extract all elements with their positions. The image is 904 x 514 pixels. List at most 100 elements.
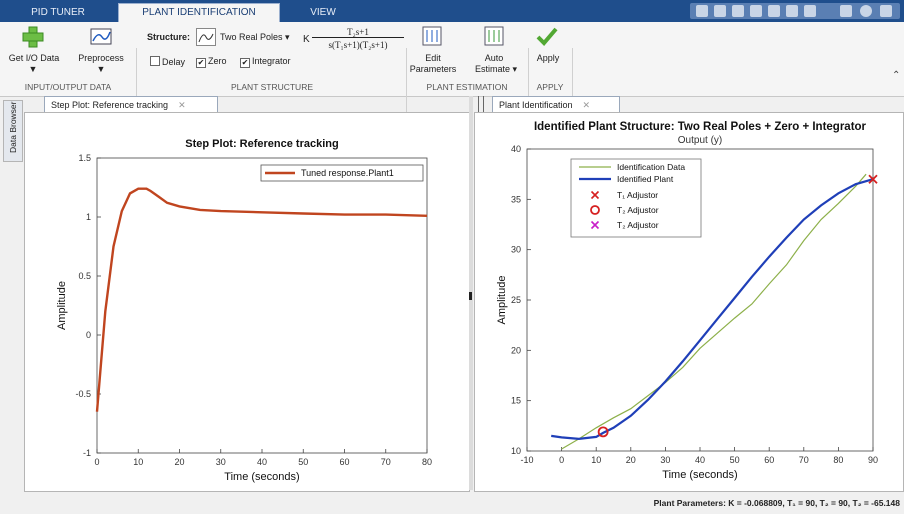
structure-value: Two Real Poles (220, 32, 283, 42)
checkmark-icon (536, 27, 558, 46)
close-icon[interactable]: ✕ (582, 100, 591, 110)
integrator-label: Integrator (252, 56, 291, 66)
paste-icon[interactable] (750, 5, 762, 17)
quick-access-toolbar (690, 3, 900, 19)
x-tick-label: 70 (381, 457, 391, 467)
structure-label: Structure: (147, 32, 191, 42)
legend-label: T₁ Adjustor (617, 190, 658, 200)
x-tick-label: 0 (559, 455, 564, 465)
ribbon-tab-bar: PID TUNER PLANT IDENTIFICATION VIEW (0, 0, 904, 23)
undo-icon[interactable] (768, 5, 780, 17)
marker-x (868, 174, 878, 184)
toolstrip: Get I/O Data ▼ Preprocess ▼ Structure: T… (0, 22, 904, 114)
x-tick-label: 30 (216, 457, 226, 467)
splitter-handle[interactable] (469, 292, 472, 300)
tab-plant-identification[interactable]: PLANT IDENTIFICATION (118, 3, 280, 23)
legend-label: T₂ Adjustor (617, 220, 659, 230)
tab-view[interactable]: VIEW (310, 7, 336, 18)
x-tick-label: 10 (133, 457, 143, 467)
get-io-data-label[interactable]: Get I/O Data (8, 53, 60, 63)
x-tick-label: 50 (298, 457, 308, 467)
y-tick-label: 1.5 (78, 153, 91, 163)
checkbox-icon (150, 56, 160, 66)
data-browser-tab[interactable]: Data Browser (3, 100, 23, 162)
x-tick-label: 40 (257, 457, 267, 467)
series-line-tuned-response-plant1 (95, 187, 428, 412)
plant-parameters-text: Plant Parameters: K = -0.068809, T₁ = 90… (653, 498, 900, 508)
check-icon: ✔ (240, 58, 250, 68)
plot-area (96, 157, 428, 454)
y-tick-label: -0.5 (75, 389, 91, 399)
x-tick-label: 60 (764, 455, 774, 465)
auto-estimate-icon (484, 26, 504, 46)
legend-marker-x (590, 190, 600, 200)
zero-label: Zero (208, 56, 227, 66)
chevron-down-icon[interactable]: ▼ (96, 64, 106, 74)
tf-gain: K (303, 34, 310, 45)
redo-icon[interactable] (786, 5, 798, 17)
doc-tab-plant-identification[interactable]: Plant Identification ✕ (492, 96, 620, 113)
close-icon[interactable]: ✕ (178, 100, 186, 110)
apply-label[interactable]: Apply (536, 53, 560, 63)
dropdown-icon[interactable] (880, 5, 892, 17)
tab-pid-tuner[interactable]: PID TUNER (31, 7, 85, 18)
x-tick-label: 60 (339, 457, 349, 467)
get-io-data-button[interactable] (22, 26, 44, 51)
switch-windows-icon[interactable] (804, 5, 816, 17)
edit-parameters-label-2[interactable]: Parameters (409, 64, 457, 74)
integrator-checkbox[interactable]: ✔ Integrator (240, 56, 291, 68)
preprocess-icon (90, 28, 112, 45)
x-tick-label: 0 (94, 457, 99, 467)
structure-dropdown[interactable]: Two Real Poles ▾ (220, 32, 290, 43)
chart-title: Identified Plant Structure: Two Real Pol… (534, 121, 867, 133)
marker-circle (597, 426, 609, 438)
cut-icon[interactable] (714, 5, 726, 17)
y-tick-label: 20 (511, 345, 521, 355)
tab-group-icon (478, 96, 484, 112)
section-input-output-data: INPUT/OUTPUT DATA (24, 82, 112, 92)
plant-identification-chart: Identified Plant Structure: Two Real Pol… (496, 121, 878, 481)
legend-marker-circle (590, 205, 600, 215)
section-plant-estimation: PLANT ESTIMATION (426, 82, 508, 92)
delay-checkbox[interactable]: Delay (150, 56, 185, 67)
series-line-identification-data (561, 173, 867, 450)
chevron-down-icon: ▾ (282, 32, 290, 42)
y-axis-label: Amplitude (496, 276, 508, 325)
copy-icon[interactable] (732, 5, 744, 17)
y-tick-label: -1 (83, 448, 91, 458)
edit-parameters-button[interactable] (422, 26, 442, 49)
y-tick-label: 10 (511, 446, 521, 456)
apply-button[interactable] (536, 26, 558, 49)
auto-estimate-dropdown[interactable]: Estimate ▾ (468, 64, 524, 75)
chart-title: Step Plot: Reference tracking (185, 138, 338, 150)
zero-checkbox[interactable]: ✔ Zero (196, 56, 227, 68)
data-browser-label: Data Browser (8, 101, 18, 154)
structure-icon[interactable] (196, 28, 216, 46)
collapse-toolstrip-icon[interactable]: ⌃ (892, 70, 901, 81)
separator (572, 48, 573, 114)
auto-estimate-label[interactable]: Auto (484, 53, 504, 63)
chart-subtitle: Output (y) (678, 135, 722, 146)
preprocess-button[interactable] (90, 27, 112, 50)
auto-estimate-button[interactable] (484, 26, 504, 49)
chevron-down-icon: ▾ (509, 64, 518, 74)
preprocess-label[interactable]: Preprocess (78, 53, 124, 63)
edit-parameters-label[interactable]: Edit (425, 53, 441, 63)
legend-marker-x (590, 220, 600, 230)
save-icon[interactable] (696, 5, 708, 17)
chevron-down-icon[interactable]: ▼ (28, 64, 38, 74)
legend-label: Identified Plant (617, 174, 674, 184)
separator (528, 48, 529, 114)
y-tick-label: 0 (86, 330, 91, 340)
y-tick-label: 15 (511, 396, 521, 406)
doc-tab-step-plot[interactable]: Step Plot: Reference tracking ✕ (44, 96, 218, 113)
tf-numerator: T₂s+1 (312, 27, 404, 38)
delay-label: Delay (162, 57, 186, 67)
plant-identification-panel: Identified Plant Structure: Two Real Pol… (474, 112, 904, 492)
x-tick-label: 10 (591, 455, 601, 465)
minimize-toolstrip-icon[interactable] (840, 5, 852, 17)
edit-parameters-icon (422, 26, 442, 46)
x-tick-label: 40 (695, 455, 705, 465)
help-icon[interactable] (860, 5, 872, 17)
